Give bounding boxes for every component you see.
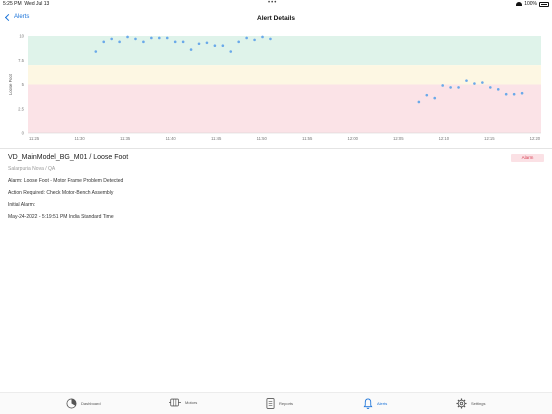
x-tick-label: 11:45 xyxy=(211,136,222,141)
navigation-bar: Alerts Alert Details xyxy=(0,9,552,29)
data-point xyxy=(496,88,500,91)
multitask-dots[interactable]: ••• xyxy=(268,0,278,6)
data-point xyxy=(150,36,153,40)
x-tick-label: 11:50 xyxy=(257,136,268,141)
x-tick-label: 12:10 xyxy=(439,136,450,141)
data-point xyxy=(173,40,177,44)
y-tick-label: 5 xyxy=(22,82,25,87)
threshold-band-0 xyxy=(28,36,541,66)
y-tick-label: 0 xyxy=(22,131,25,136)
tab-label-reports: Reports xyxy=(279,401,294,406)
status-badge: Alarm xyxy=(511,154,544,162)
data-point xyxy=(512,92,516,96)
data-point xyxy=(465,79,468,82)
status-indicators: 100% xyxy=(516,1,549,7)
x-tick-label: 11:25 xyxy=(29,136,40,141)
x-tick-label: 12:00 xyxy=(348,136,359,141)
data-point xyxy=(189,48,193,51)
action-required: Action Required: Check Motor-Bench Assem… xyxy=(8,190,114,196)
divider xyxy=(0,148,552,149)
data-point xyxy=(126,35,129,39)
x-tick-label: 12:05 xyxy=(393,136,404,141)
tab-bar: Dashboard Motors Reports Alerts xyxy=(0,392,552,414)
data-point xyxy=(158,36,161,40)
battery-icon xyxy=(539,1,549,7)
chart-svg: 10 7.5 5 2.5 0 11:25 11:30 11:35 11:40 11:45 11:50… xyxy=(8,34,541,141)
data-point xyxy=(473,82,476,85)
x-tick-label: 12:20 xyxy=(530,136,541,141)
data-point xyxy=(197,42,201,46)
back-button[interactable]: Alerts xyxy=(4,13,30,21)
initial-alarm-time: May-24-2022 - 5:19:51 PM India Standard … xyxy=(8,214,114,220)
data-point xyxy=(449,86,452,89)
status-date: Wed Jul 13 xyxy=(24,1,50,7)
data-point xyxy=(457,86,460,89)
alert-location: Salarpuria Nova / QA xyxy=(8,166,56,172)
data-point xyxy=(253,38,256,42)
data-point xyxy=(245,36,248,40)
tab-label-dashboard: Dashboard xyxy=(81,401,101,406)
bell-icon xyxy=(363,398,373,409)
data-point xyxy=(425,93,429,97)
tab-motors[interactable]: Motors xyxy=(169,398,197,407)
dashboard-icon xyxy=(66,398,77,409)
reports-icon xyxy=(266,398,275,409)
y-tick-label: 2.5 xyxy=(18,106,24,111)
y-tick-label: 7.5 xyxy=(18,58,24,63)
threshold-band-2 xyxy=(28,84,541,133)
tab-label-settings: Settings xyxy=(471,401,486,406)
alert-details: VD_MainModel_BG_M01 / Loose Foot Alarm S… xyxy=(8,154,544,220)
alarm-description: Alarm: Loose Foot - Motor Frame Problem … xyxy=(8,178,124,184)
data-point xyxy=(229,50,233,53)
motors-icon xyxy=(169,398,181,407)
data-point xyxy=(269,37,272,41)
page-title: Alert Details xyxy=(257,15,295,22)
status-bar: 5:25 PM Wed Jul 13 ••• 100% xyxy=(0,0,552,9)
data-point xyxy=(489,86,492,89)
data-point xyxy=(110,37,113,41)
data-point xyxy=(261,35,264,39)
data-point xyxy=(221,44,225,47)
data-point xyxy=(94,50,98,53)
tab-dashboard[interactable]: Dashboard xyxy=(66,398,101,409)
y-tick-label: 10 xyxy=(19,34,24,39)
data-point xyxy=(520,91,524,95)
tab-label-alerts: Alerts xyxy=(377,401,388,406)
x-tick-label: 11:30 xyxy=(75,136,86,141)
data-point xyxy=(417,100,421,104)
gear-icon xyxy=(456,398,467,409)
data-point xyxy=(481,81,484,84)
x-tick-label: 11:40 xyxy=(166,136,177,141)
data-point xyxy=(165,36,169,40)
data-point xyxy=(433,96,437,100)
data-point xyxy=(504,92,508,96)
status-clock: 5:25 PM xyxy=(3,1,22,7)
tab-alerts[interactable]: Alerts xyxy=(363,398,387,409)
tab-reports[interactable]: Reports xyxy=(266,398,293,409)
y-axis-label: Loose Foot xyxy=(8,73,13,95)
status-time: 5:25 PM Wed Jul 13 xyxy=(3,1,49,7)
data-point xyxy=(237,40,240,44)
threshold-band-1 xyxy=(28,65,541,85)
back-label: Alerts xyxy=(14,14,30,20)
alert-title: VD_MainModel_BG_M01 / Loose Foot xyxy=(8,154,129,161)
data-point xyxy=(205,41,209,45)
data-point xyxy=(142,40,145,44)
wifi-icon xyxy=(516,2,523,6)
tab-settings[interactable]: Settings xyxy=(456,398,485,409)
data-point xyxy=(134,37,137,41)
data-point xyxy=(102,40,106,44)
data-point xyxy=(118,40,121,44)
initial-alarm-label: Initial Alarm: xyxy=(8,202,36,208)
data-point xyxy=(213,44,217,47)
tab-label-motors: Motors xyxy=(185,400,198,405)
x-tick-label: 11:55 xyxy=(302,136,313,141)
data-point xyxy=(441,84,444,87)
alert-chart: 10 7.5 5 2.5 0 11:25 11:30 11:35 11:40 11:45 11:50… xyxy=(0,29,552,145)
x-tick-label: 12:15 xyxy=(484,136,495,141)
battery-percent: 100% xyxy=(524,1,537,7)
data-point xyxy=(181,40,185,44)
x-tick-label: 11:35 xyxy=(120,136,131,141)
